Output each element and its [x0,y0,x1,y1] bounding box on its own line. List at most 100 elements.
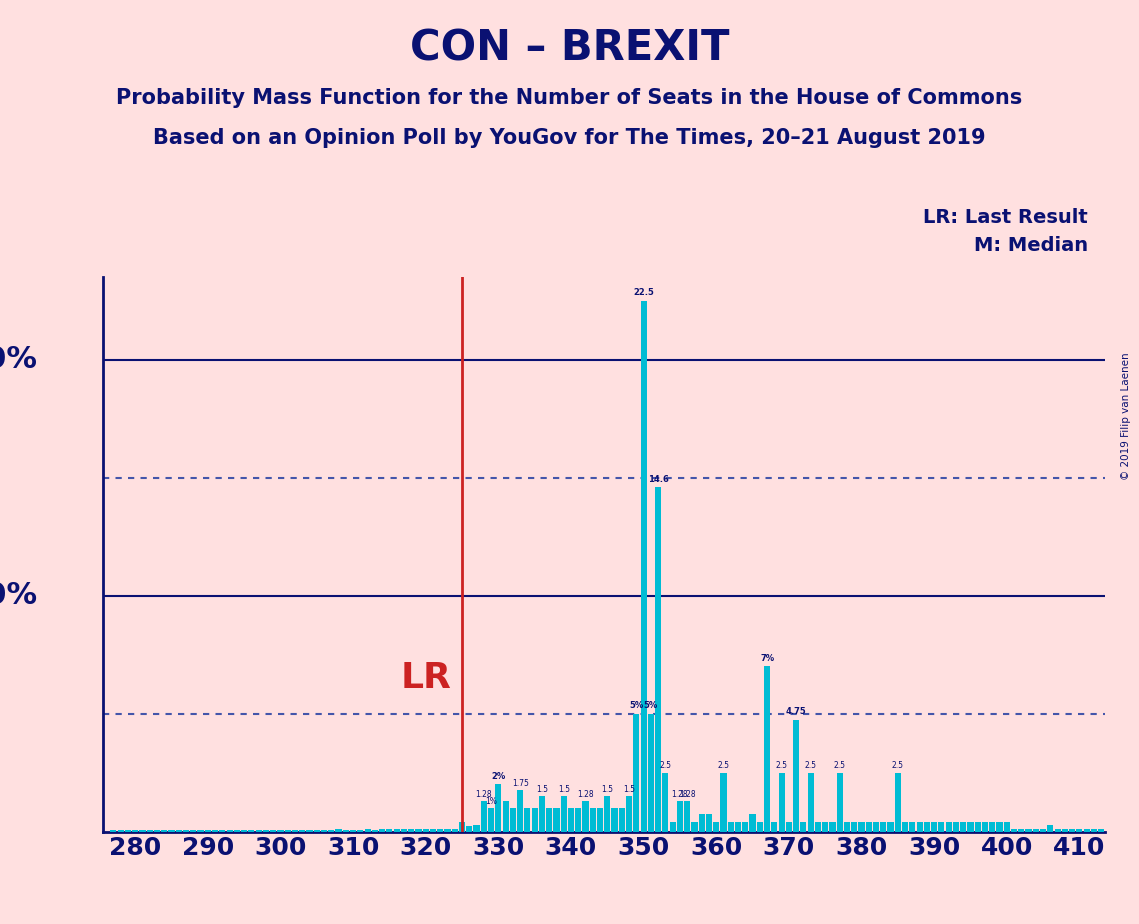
Bar [902,822,908,832]
Text: 2.5: 2.5 [834,761,846,771]
Bar [801,822,806,832]
Bar [909,822,916,832]
Bar [502,801,509,832]
Bar [175,831,182,832]
Bar [706,814,712,832]
Bar [749,814,755,832]
Bar [1091,829,1097,832]
Bar [358,831,363,832]
Bar [444,829,451,832]
Bar [423,829,428,832]
Bar [190,831,196,832]
Bar [110,831,116,832]
Bar [1055,829,1060,832]
Bar [590,808,596,832]
Text: © 2019 Filip van Laenen: © 2019 Filip van Laenen [1121,352,1131,480]
Bar [292,831,298,832]
Bar [212,831,219,832]
Bar [764,666,770,832]
Bar [793,720,800,832]
Bar [655,487,662,832]
Bar [554,808,559,832]
Bar [429,829,436,832]
Bar [371,831,378,832]
Bar [394,829,400,832]
Bar [285,831,290,832]
Bar [721,772,727,832]
Bar [487,808,494,832]
Bar [1083,829,1090,832]
Bar [917,822,923,832]
Bar [945,822,952,832]
Bar [814,822,821,832]
Text: 5%: 5% [644,701,658,711]
Text: 1.28: 1.28 [672,790,688,799]
Bar [205,831,211,832]
Bar [618,808,625,832]
Bar [626,796,632,832]
Bar [662,772,669,832]
Text: Based on an Opinion Poll by YouGov for The Times, 20–21 August 2019: Based on an Opinion Poll by YouGov for T… [153,128,986,148]
Bar [364,829,370,832]
Bar [924,822,929,832]
Bar [452,829,458,832]
Bar [633,713,639,832]
Bar [263,830,269,832]
Bar [546,808,552,832]
Bar [437,829,443,832]
Bar [386,829,393,832]
Bar [241,831,247,832]
Bar [743,822,748,832]
Bar [859,822,865,832]
Text: 2.5: 2.5 [776,761,787,771]
Bar [866,822,871,832]
Text: 2%: 2% [491,772,506,781]
Bar [960,822,966,832]
Text: M: Median: M: Median [974,236,1088,255]
Bar [1047,825,1054,832]
Bar [255,831,262,832]
Bar [837,772,843,832]
Text: LR: Last Result: LR: Last Result [923,208,1088,227]
Bar [582,801,589,832]
Bar [560,796,567,832]
Bar [967,822,974,832]
Text: 10%: 10% [0,581,38,610]
Bar [735,822,741,832]
Text: 1.28: 1.28 [679,790,696,799]
Bar [306,830,312,832]
Bar [147,831,153,832]
Text: 2.5: 2.5 [659,761,671,771]
Bar [1025,829,1032,832]
Bar [408,829,415,832]
Bar [887,822,894,832]
Bar [416,829,421,832]
Bar [597,808,604,832]
Bar [154,831,161,832]
Bar [685,801,690,832]
Bar [1062,829,1068,832]
Bar [691,822,697,832]
Bar [1070,829,1075,832]
Text: 5%: 5% [629,701,644,711]
Bar [270,831,277,832]
Bar [539,796,546,832]
Bar [779,772,785,832]
Bar [989,822,995,832]
Bar [300,831,305,832]
Bar [612,808,617,832]
Bar [670,822,675,832]
Bar [713,822,720,832]
Bar [248,831,254,832]
Text: 1.5: 1.5 [536,784,548,794]
Text: 1.5: 1.5 [623,784,636,794]
Bar [459,822,465,832]
Bar [895,772,901,832]
Bar [139,831,146,832]
Bar [568,808,574,832]
Bar [575,808,581,832]
Bar [1011,829,1017,832]
Bar [343,831,349,832]
Text: Probability Mass Function for the Number of Seats in the House of Commons: Probability Mass Function for the Number… [116,88,1023,108]
Bar [495,784,501,832]
